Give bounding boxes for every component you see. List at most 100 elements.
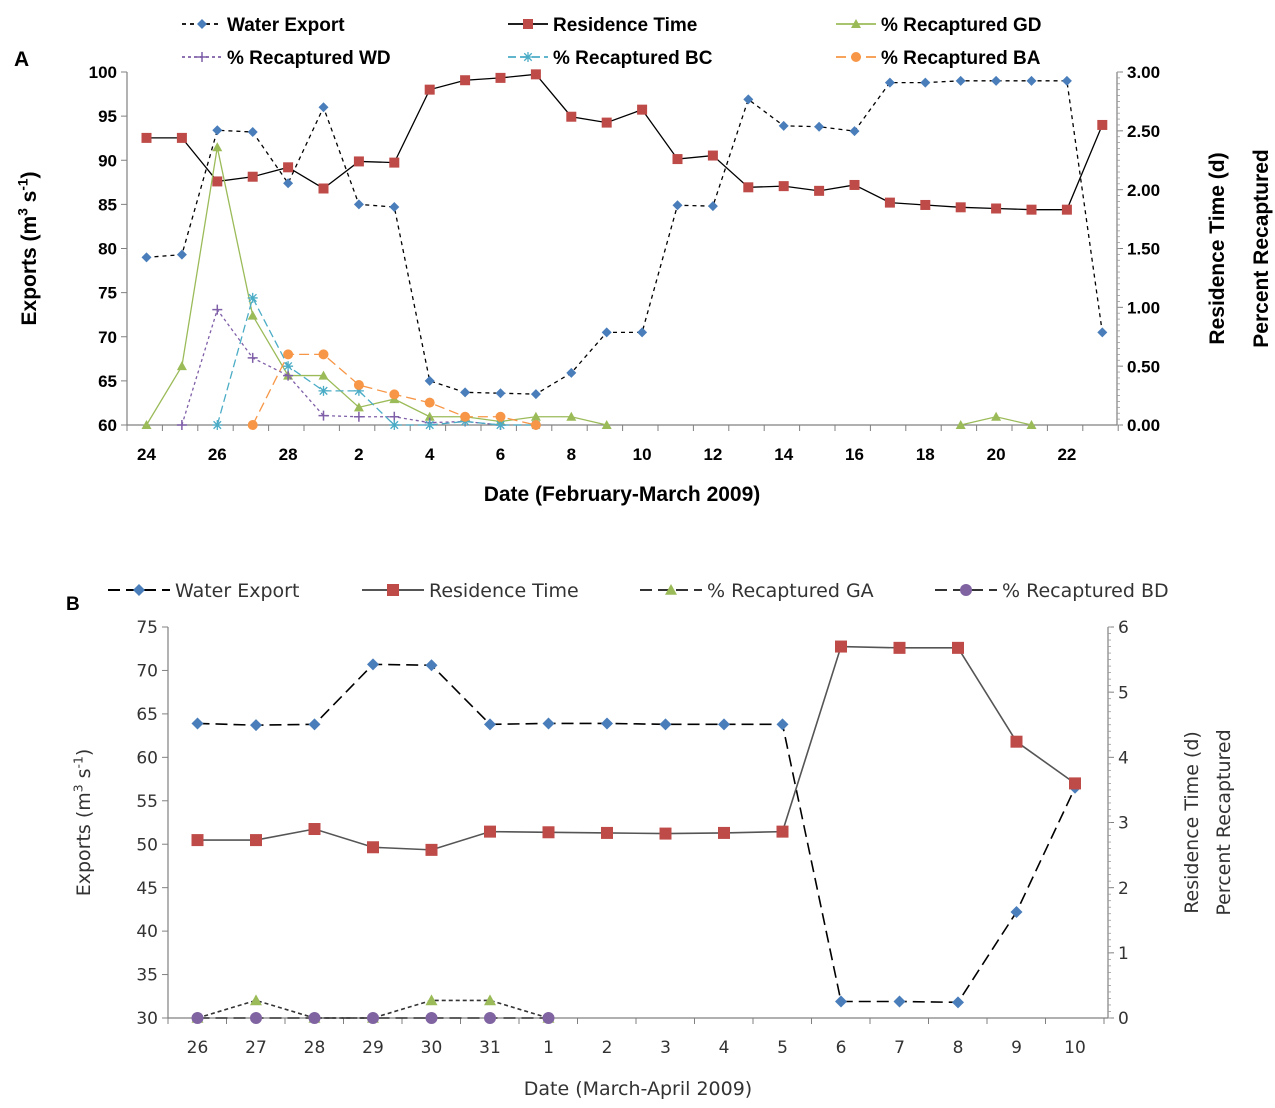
x-tick-label: 18 bbox=[916, 445, 935, 464]
data-point bbox=[1026, 204, 1037, 215]
y2-tick-label: 0 bbox=[1118, 1009, 1129, 1029]
data-point bbox=[250, 994, 262, 1006]
data-point bbox=[884, 77, 895, 88]
data-point bbox=[176, 132, 187, 143]
x-tick-label: 30 bbox=[421, 1038, 443, 1058]
x-axis-title: Date (February-March 2009) bbox=[484, 483, 761, 506]
x-tick-label: 24 bbox=[137, 445, 156, 464]
data-point bbox=[389, 202, 400, 213]
data-point bbox=[542, 717, 555, 730]
data-point bbox=[530, 411, 541, 421]
y-axis-title-part: 3 bbox=[16, 208, 31, 216]
series-line bbox=[146, 80, 1103, 395]
data-point bbox=[1061, 75, 1072, 86]
y-tick-label: 70 bbox=[98, 328, 117, 347]
data-point bbox=[1097, 327, 1108, 338]
data-point bbox=[460, 75, 471, 86]
data-point bbox=[893, 995, 906, 1008]
x-tick-label: 3 bbox=[660, 1038, 671, 1058]
data-point bbox=[247, 292, 258, 303]
y-axis-title-part: -1 bbox=[16, 178, 31, 191]
data-point bbox=[484, 1012, 496, 1024]
data-point bbox=[389, 420, 400, 430]
legend-label: Residence Time bbox=[429, 580, 579, 602]
data-point bbox=[495, 411, 506, 422]
data-point bbox=[141, 252, 152, 263]
data-point bbox=[460, 387, 471, 398]
data-point bbox=[659, 718, 672, 731]
legend-label: % Recaptured WD bbox=[227, 48, 391, 69]
data-point bbox=[212, 125, 223, 136]
data-point bbox=[542, 826, 555, 839]
y2-tick-label: 3 bbox=[1118, 814, 1129, 834]
panel-label: A bbox=[14, 48, 29, 71]
y-axis-title: Exports (m3 s-1) bbox=[16, 172, 41, 326]
data-point bbox=[318, 102, 329, 113]
data-point bbox=[176, 361, 187, 371]
x-tick-label: 1 bbox=[543, 1038, 554, 1058]
data-point bbox=[718, 718, 730, 731]
y-tick-label: 90 bbox=[98, 151, 117, 170]
y-tick-label: 40 bbox=[136, 922, 158, 942]
data-point bbox=[191, 717, 204, 730]
data-point bbox=[318, 385, 329, 396]
y-tick-label: 80 bbox=[98, 240, 117, 259]
data-point bbox=[952, 996, 964, 1009]
data-point bbox=[952, 641, 964, 654]
data-point bbox=[530, 69, 541, 80]
data-point bbox=[637, 327, 648, 338]
data-point bbox=[955, 202, 966, 213]
y2-tick-label: 1.50 bbox=[1127, 240, 1160, 259]
legend-marker bbox=[523, 52, 533, 62]
data-point bbox=[176, 420, 187, 430]
y2-axis-title-line2: Percent Recaptured bbox=[1213, 729, 1235, 915]
data-point bbox=[141, 132, 152, 143]
data-point bbox=[884, 197, 895, 208]
x-tick-label: 28 bbox=[279, 445, 298, 464]
x-tick-label: 16 bbox=[845, 445, 864, 464]
x-tick-label: 4 bbox=[425, 445, 435, 464]
data-point bbox=[530, 389, 541, 400]
data-point bbox=[991, 203, 1002, 214]
y-axis-title-part: -1 bbox=[71, 756, 85, 768]
data-point bbox=[247, 420, 258, 430]
data-point bbox=[672, 200, 683, 211]
x-tick-label: 6 bbox=[836, 1038, 847, 1058]
legend-marker bbox=[197, 52, 207, 62]
legend-marker bbox=[523, 19, 533, 29]
y-axis-title-part: ) bbox=[73, 749, 95, 756]
x-tick-label: 14 bbox=[774, 445, 793, 464]
y2-axis-title-line2: Percent Recaptured bbox=[1250, 149, 1273, 347]
data-point bbox=[425, 843, 438, 856]
x-tick-label: 2 bbox=[602, 1038, 613, 1058]
panel-label: B bbox=[66, 594, 80, 615]
y-tick-label: 60 bbox=[136, 748, 158, 768]
data-point bbox=[425, 659, 438, 672]
data-point bbox=[484, 825, 496, 838]
data-point bbox=[250, 1012, 262, 1024]
y-axis-title-part: 3 bbox=[71, 784, 85, 792]
data-point bbox=[353, 379, 364, 390]
data-point bbox=[566, 411, 577, 421]
x-tick-label: 28 bbox=[304, 1038, 326, 1058]
y-axis-title: Exports (m3 s-1) bbox=[71, 749, 95, 897]
data-point bbox=[425, 994, 438, 1006]
data-point bbox=[707, 150, 718, 161]
data-point bbox=[955, 420, 966, 429]
data-point bbox=[247, 127, 258, 138]
legend-label: Water Export bbox=[227, 15, 345, 36]
data-point bbox=[566, 111, 577, 122]
series-line bbox=[181, 308, 501, 426]
data-point bbox=[601, 826, 613, 839]
legend-label: % Recaptured GD bbox=[881, 15, 1041, 36]
data-point bbox=[743, 182, 754, 193]
data-point bbox=[672, 154, 683, 165]
y2-tick-label: 4 bbox=[1118, 748, 1129, 768]
y2-tick-label: 0.00 bbox=[1127, 416, 1160, 435]
data-point bbox=[318, 183, 329, 194]
data-point bbox=[835, 995, 847, 1008]
data-point bbox=[778, 181, 789, 192]
data-point bbox=[1061, 204, 1072, 215]
legend-label: % Recaptured GA bbox=[707, 580, 874, 602]
y2-tick-label: 2.50 bbox=[1127, 122, 1160, 141]
